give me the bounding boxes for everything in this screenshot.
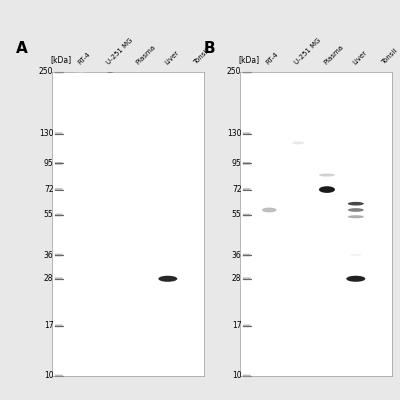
Text: Plasma: Plasma bbox=[323, 44, 345, 66]
Text: 10: 10 bbox=[44, 372, 54, 380]
Text: 17: 17 bbox=[232, 321, 242, 330]
Ellipse shape bbox=[348, 208, 364, 212]
Ellipse shape bbox=[292, 141, 304, 144]
Text: 36: 36 bbox=[44, 250, 54, 260]
FancyBboxPatch shape bbox=[55, 71, 63, 73]
Ellipse shape bbox=[102, 66, 118, 72]
FancyBboxPatch shape bbox=[55, 324, 63, 327]
FancyBboxPatch shape bbox=[55, 277, 63, 280]
Text: 72: 72 bbox=[44, 185, 54, 194]
Text: [kDa]: [kDa] bbox=[50, 56, 72, 64]
FancyBboxPatch shape bbox=[55, 188, 63, 191]
Text: U-251 MG: U-251 MG bbox=[294, 37, 322, 66]
Ellipse shape bbox=[348, 215, 364, 218]
Text: Plasma: Plasma bbox=[135, 44, 157, 66]
Text: 17: 17 bbox=[44, 321, 54, 330]
Text: 130: 130 bbox=[39, 129, 54, 138]
FancyBboxPatch shape bbox=[243, 277, 251, 280]
Ellipse shape bbox=[319, 186, 335, 193]
Text: A: A bbox=[16, 41, 28, 56]
FancyBboxPatch shape bbox=[243, 324, 251, 327]
Text: RT-4: RT-4 bbox=[265, 51, 280, 66]
Text: 95: 95 bbox=[232, 159, 242, 168]
Text: RT-4: RT-4 bbox=[77, 51, 92, 66]
Ellipse shape bbox=[348, 202, 364, 206]
Text: 55: 55 bbox=[44, 210, 54, 220]
Text: 95: 95 bbox=[44, 159, 54, 168]
FancyBboxPatch shape bbox=[55, 375, 63, 377]
Text: 250: 250 bbox=[39, 68, 54, 76]
FancyBboxPatch shape bbox=[243, 214, 251, 216]
Text: Liver: Liver bbox=[352, 50, 368, 66]
Text: Tonsil: Tonsil bbox=[380, 48, 398, 66]
FancyBboxPatch shape bbox=[55, 214, 63, 216]
Text: U-251 MG: U-251 MG bbox=[106, 37, 134, 66]
FancyBboxPatch shape bbox=[55, 162, 63, 165]
FancyBboxPatch shape bbox=[243, 254, 251, 256]
Ellipse shape bbox=[262, 208, 276, 212]
Text: 36: 36 bbox=[232, 250, 242, 260]
Text: [kDa]: [kDa] bbox=[238, 56, 260, 64]
FancyBboxPatch shape bbox=[55, 132, 63, 135]
FancyBboxPatch shape bbox=[243, 71, 251, 73]
FancyBboxPatch shape bbox=[243, 375, 251, 377]
Text: 10: 10 bbox=[232, 372, 242, 380]
Text: B: B bbox=[204, 41, 216, 56]
Ellipse shape bbox=[350, 254, 362, 256]
Ellipse shape bbox=[158, 276, 177, 282]
Text: 28: 28 bbox=[232, 274, 242, 283]
Text: 55: 55 bbox=[232, 210, 242, 220]
Text: 250: 250 bbox=[227, 68, 242, 76]
Text: Liver: Liver bbox=[164, 50, 180, 66]
FancyBboxPatch shape bbox=[55, 254, 63, 256]
Text: Tonsil: Tonsil bbox=[192, 48, 210, 66]
Ellipse shape bbox=[346, 276, 365, 282]
Text: 28: 28 bbox=[44, 274, 54, 283]
FancyBboxPatch shape bbox=[243, 188, 251, 191]
FancyBboxPatch shape bbox=[243, 132, 251, 135]
Text: 130: 130 bbox=[227, 129, 242, 138]
Text: 72: 72 bbox=[232, 185, 242, 194]
Ellipse shape bbox=[75, 67, 88, 73]
Ellipse shape bbox=[319, 174, 335, 176]
FancyBboxPatch shape bbox=[243, 162, 251, 165]
